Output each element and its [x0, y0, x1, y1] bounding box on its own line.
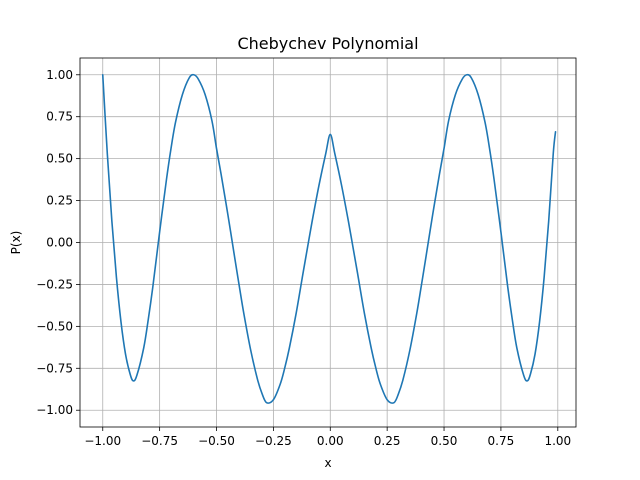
x-tick-label: 0.00 — [317, 434, 344, 448]
x-tick-label: 0.25 — [374, 434, 401, 448]
x-axis-label: x — [324, 456, 331, 470]
y-tick-label: 1.00 — [46, 68, 73, 82]
y-tick-label: 0.75 — [46, 110, 73, 124]
x-tick-label: −0.25 — [255, 434, 292, 448]
x-tick-label: −1.00 — [84, 434, 121, 448]
y-tick-label: −0.25 — [36, 277, 73, 291]
y-tick-label: −0.50 — [36, 319, 73, 333]
x-tick-label: −0.75 — [141, 434, 178, 448]
grid — [80, 58, 576, 427]
y-tick-label: −0.75 — [36, 361, 73, 375]
axis-ticks: −1.00 −0.75 −0.50 −0.25 0.00 0.25 0.50 0.75 1.00… — [36, 68, 571, 448]
x-tick-label: 0.50 — [431, 434, 458, 448]
x-tick-label: 0.75 — [488, 434, 515, 448]
y-tick-label: 0.00 — [46, 236, 73, 250]
x-tick-label: 1.00 — [544, 434, 571, 448]
y-tick-label: −1.00 — [36, 403, 73, 417]
y-axis-label: P(x) — [9, 231, 23, 255]
y-tick-label: 0.50 — [46, 152, 73, 166]
y-tick-label: 0.25 — [46, 194, 73, 208]
series-layer — [101, 73, 557, 404]
series-line — [101, 73, 557, 404]
chart-title: Chebychev Polynomial — [237, 34, 418, 53]
x-tick-label: −0.50 — [198, 434, 235, 448]
